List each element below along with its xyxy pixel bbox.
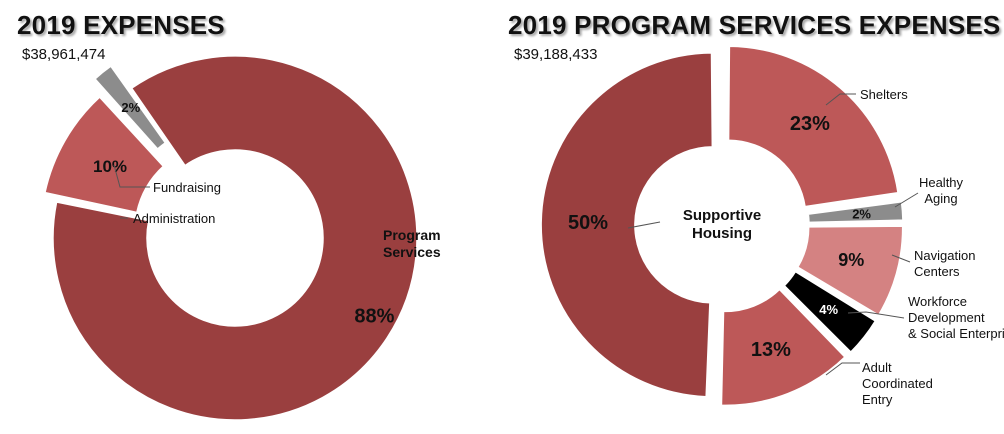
category-label-navigation-centers: Navigation Centers — [914, 248, 975, 279]
category-label-adult-coordinated-entry: Adult Coordinated Entry — [862, 360, 933, 407]
slice-adult-coordinated-entry — [720, 288, 846, 407]
leader-line-workforce-development-and-social-enterprise — [847, 311, 905, 319]
slice-healthy-aging — [807, 200, 904, 224]
slice-administration — [44, 96, 165, 214]
slice-fundraising — [93, 65, 167, 151]
category-label-healthy-aging: Healthy Aging — [919, 175, 964, 206]
pct-label-supportive-housing: 50% — [568, 212, 608, 234]
leader-line-healthy-aging — [894, 192, 919, 208]
pct-label-adult-coordinated-entry: 13% — [751, 339, 791, 361]
pct-label-program-services: 88% — [354, 306, 394, 328]
slice-workforce-development-and-social-enterprise — [783, 270, 877, 354]
pct-label-navigation-centers: 9% — [838, 250, 864, 270]
category-label-program-services: Program Services — [383, 227, 441, 260]
pct-label-fundraising: 2% — [121, 100, 140, 115]
chart1-title: 2019 EXPENSES — [17, 10, 225, 40]
leader-line-adult-coordinated-entry — [825, 362, 860, 376]
category-label-fundraising: Fundraising — [153, 180, 221, 195]
category-label-supportive-housing: Supportive Housing — [683, 207, 761, 242]
slice-supportive-housing — [540, 52, 714, 398]
category-label-administration: Administration — [133, 211, 215, 226]
leader-line-supportive-housing — [627, 221, 661, 229]
leader-line-fundraising — [113, 164, 150, 188]
pct-label-administration: 10% — [93, 157, 127, 176]
chart1-total: $38,961,474 — [22, 46, 106, 63]
leader-line-shelters — [825, 93, 856, 106]
chart2-total: $39,188,433 — [514, 46, 598, 63]
pct-label-healthy-aging: 2% — [852, 207, 871, 222]
slice-shelters — [727, 45, 899, 208]
slice-program-services — [52, 55, 418, 421]
category-label-shelters: Shelters — [860, 87, 908, 102]
slice-navigation-centers — [796, 225, 904, 317]
leader-line-navigation-centers — [891, 254, 911, 263]
pct-label-shelters: 23% — [790, 113, 830, 135]
pct-label-workforce-development-and-social-enterprise: 4% — [819, 302, 838, 317]
chart2-title: 2019 PROGRAM SERVICES EXPENSES — [508, 10, 1001, 40]
